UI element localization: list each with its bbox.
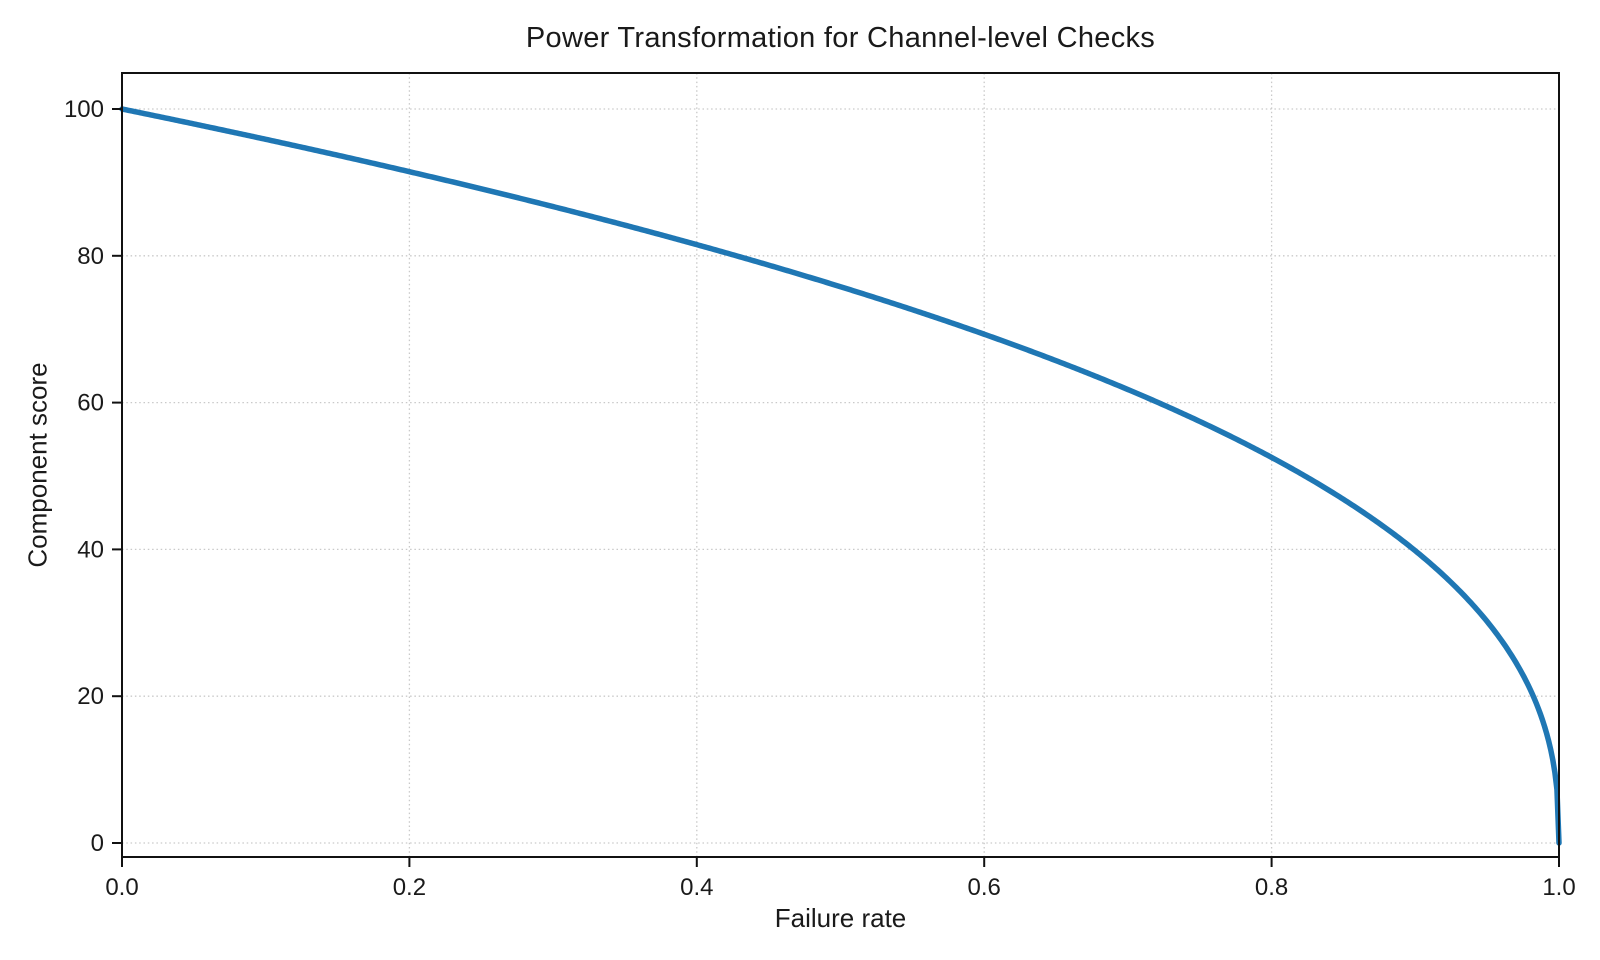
y-tick-label: 20 <box>77 683 104 710</box>
y-tick-label: 100 <box>64 96 104 123</box>
y-tick-label: 80 <box>77 243 104 270</box>
x-tick-label: 0.0 <box>105 874 138 901</box>
x-tick-label: 0.8 <box>1255 874 1288 901</box>
x-tick-label: 0.6 <box>968 874 1001 901</box>
gridlines <box>121 73 1560 857</box>
plot-border <box>121 72 1560 858</box>
y-tick-label: 40 <box>77 536 104 563</box>
y-tick-label: 0 <box>91 830 104 857</box>
x-tick-label: 1.0 <box>1542 874 1575 901</box>
tick-labels: 0.0 0.2 0.4 0.6 0.8 1.0 0 20 40 60 80 100 <box>64 96 1576 901</box>
x-tick-label: 0.2 <box>393 874 426 901</box>
x-tick-label: 0.4 <box>680 874 713 901</box>
axis-ticks <box>112 108 1560 867</box>
chart-title: Power Transformation for Channel-level C… <box>525 22 1156 54</box>
x-axis-label: Failure rate <box>774 903 907 933</box>
y-tick-label: 60 <box>77 390 104 417</box>
power-curve-line <box>119 106 1562 846</box>
